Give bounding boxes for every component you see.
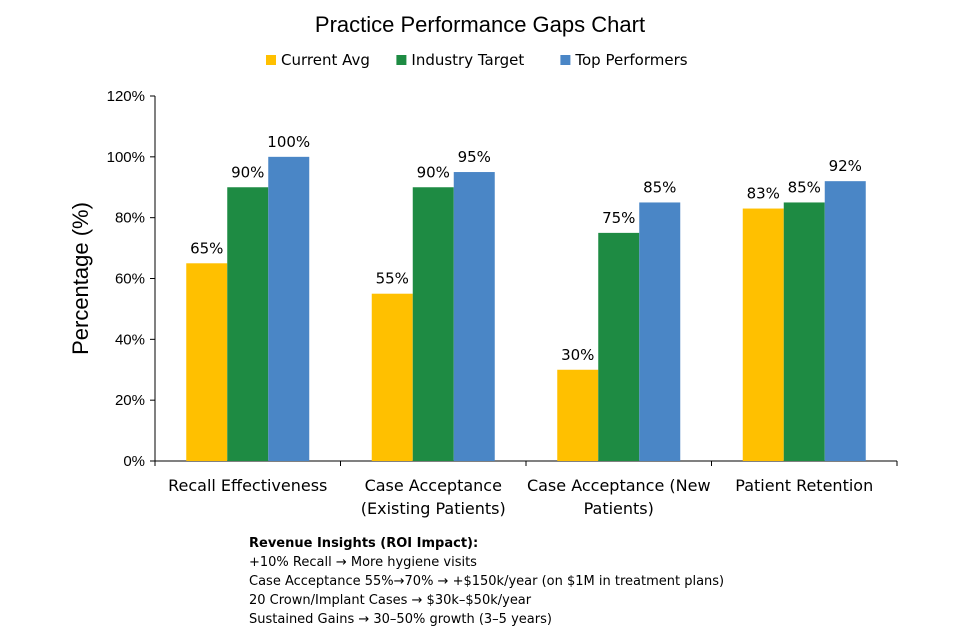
y-tick-label: 60% [115, 271, 145, 288]
bar [824, 181, 866, 461]
x-tick-label: Case Acceptance (New [527, 476, 711, 495]
bar [557, 369, 599, 461]
insight-line: Sustained Gains → 30–50% growth (3–5 yea… [249, 612, 552, 627]
insights-heading: Revenue Insights (ROI Impact): [249, 536, 479, 551]
bar [783, 202, 825, 462]
bar [227, 187, 269, 461]
chart: Practice Performance Gaps Chart Current A… [68, 12, 898, 518]
y-tick-label: 40% [115, 331, 145, 348]
data-label: 90% [417, 163, 450, 181]
legend-swatch [266, 55, 276, 65]
bar [598, 232, 640, 461]
insight-line: Case Acceptance 55%→70% → +$150k/year (o… [249, 574, 725, 589]
x-tick-label: Patient Retention [735, 476, 873, 495]
bar [639, 202, 681, 462]
legend-label: Top Performers [574, 51, 687, 69]
y-tick-label: 100% [107, 149, 145, 166]
insight-line: +10% Recall → More hygiene visits [249, 555, 477, 570]
x-tick-label: Case Acceptance [365, 476, 502, 495]
y-axis-title: Percentage (%) [68, 202, 93, 355]
y-tick-label: 80% [115, 210, 145, 227]
revenue-insights: Revenue Insights (ROI Impact): +10% Reca… [249, 534, 724, 629]
bar [412, 187, 454, 461]
data-label: 100% [267, 133, 310, 151]
x-tick-label: Patients) [584, 499, 654, 518]
chart-title: Practice Performance Gaps Chart [315, 12, 645, 37]
data-label: 90% [231, 163, 264, 181]
x-tick-label: Recall Effectiveness [168, 476, 327, 495]
data-label: 85% [788, 178, 821, 196]
bar [742, 208, 784, 461]
data-label: 83% [747, 185, 780, 203]
data-label: 75% [602, 209, 635, 227]
bar [186, 263, 228, 461]
insight-line: 20 Crown/Implant Cases → $30k–$50k/year [249, 593, 532, 608]
legend-label: Industry Target [411, 51, 524, 69]
data-label: 30% [561, 346, 594, 364]
legend-swatch [560, 55, 571, 65]
bar [453, 172, 495, 461]
y-tick-label: 20% [115, 392, 145, 409]
legend-swatch [396, 55, 407, 65]
y-tick-label: 120% [107, 88, 145, 105]
legend-label: Current Avg [281, 51, 370, 69]
data-label: 95% [458, 148, 491, 166]
data-label: 65% [190, 239, 223, 257]
y-tick-label: 0% [123, 453, 145, 470]
bar [371, 293, 413, 461]
data-label: 92% [829, 157, 862, 175]
data-label: 55% [376, 270, 409, 288]
bar [268, 156, 310, 462]
data-label: 85% [643, 178, 676, 196]
x-tick-label: (Existing Patients) [361, 499, 506, 518]
